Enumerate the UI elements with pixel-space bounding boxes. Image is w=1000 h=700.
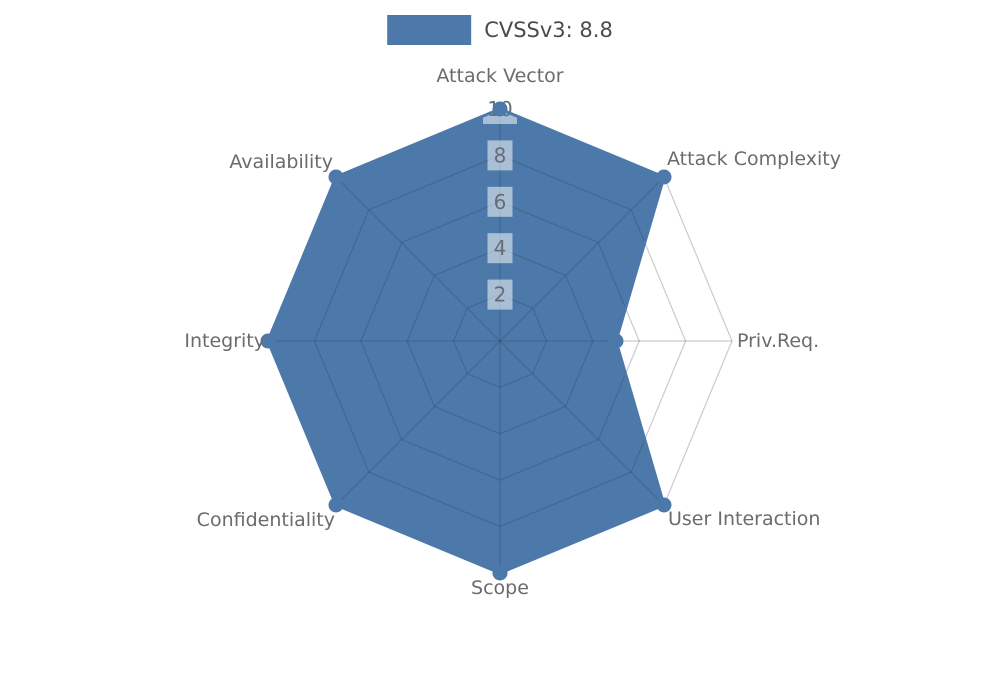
legend-label: CVSSv3: 8.8 bbox=[484, 18, 613, 42]
radar-series-marker bbox=[656, 497, 672, 513]
axis-label-integrity: Integrity bbox=[184, 330, 265, 352]
radar-grid-ring bbox=[452, 293, 548, 389]
radar-series-marker bbox=[328, 497, 344, 513]
radar-grid-ring bbox=[313, 154, 687, 528]
radar-series-marker bbox=[492, 101, 508, 117]
radar-grid-spoke bbox=[335, 176, 501, 342]
radar-series-marker bbox=[492, 565, 508, 581]
radial-tick-label: 2 bbox=[494, 283, 507, 307]
radar-grid-spoke bbox=[499, 340, 665, 506]
axis-label-attack-vector: Attack Vector bbox=[436, 65, 564, 87]
axis-label-user-interaction: User Interaction bbox=[668, 508, 821, 530]
radial-tick-box bbox=[487, 186, 513, 217]
radial-tick-box bbox=[487, 279, 513, 310]
axis-label-availability: Availability bbox=[229, 151, 333, 173]
radial-tick-box bbox=[487, 140, 513, 171]
axis-label-confidentiality: Confidentiality bbox=[196, 509, 335, 531]
radar-grid-spoke bbox=[335, 340, 501, 506]
axis-label-priv-req: Priv.Req. bbox=[737, 330, 820, 352]
radial-tick-box bbox=[487, 233, 513, 264]
radar-series-fill bbox=[268, 109, 664, 573]
legend: CVSSv3: 8.8 bbox=[387, 15, 613, 45]
radial-tick-label: 8 bbox=[494, 143, 507, 167]
radar-series-marker bbox=[656, 169, 672, 185]
radar-series-marker bbox=[328, 169, 344, 185]
radar-grid-ring bbox=[406, 247, 594, 435]
radial-tick-label: 6 bbox=[494, 190, 507, 214]
radar-series-marker bbox=[260, 333, 276, 349]
radar-series-marker bbox=[608, 333, 624, 349]
axis-label-attack-complexity: Attack Complexity bbox=[667, 148, 842, 170]
legend-swatch bbox=[387, 15, 472, 45]
radar-grid-ring bbox=[360, 201, 640, 481]
axis-label-scope: Scope bbox=[471, 577, 529, 599]
radial-tick-label: 4 bbox=[494, 236, 507, 260]
radar-grid-spoke bbox=[499, 176, 665, 342]
